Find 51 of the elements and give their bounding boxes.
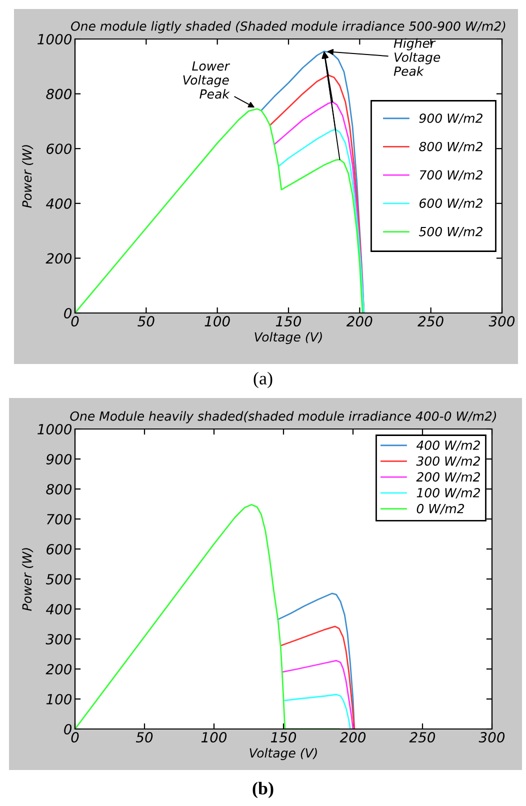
y-tick-label: 800 <box>46 88 72 100</box>
y-tick-label: 200 <box>46 253 72 264</box>
legend-label: 400 W/m2 <box>416 440 480 451</box>
y-tick-label: 0 <box>64 308 72 318</box>
x-tick-label: 150 <box>270 732 296 743</box>
y-tick-label: 200 <box>46 664 72 674</box>
legend-label: 900 W/m2 <box>419 113 482 124</box>
y-tick-label: 400 <box>46 198 72 209</box>
x-axis-title: Voltage (V) <box>250 748 317 760</box>
legend-label: 700 W/m2 <box>420 170 482 181</box>
x-tick-label: 100 <box>201 732 227 743</box>
x-axis-title: Voltage (V) <box>254 332 322 344</box>
legend-label: 100 W/m2 <box>416 488 480 498</box>
y-tick-label: 1000 <box>38 424 72 434</box>
y-tick-label: 900 <box>46 454 72 464</box>
legend-label: 800 W/m2 <box>419 142 482 152</box>
y-tick-label: 500 <box>46 574 72 584</box>
text: (b) <box>252 782 274 798</box>
x-tick-label: 50 <box>136 732 153 743</box>
chart-title: One Module heavily shaded(shaded module irradiance 400-0 W/m2) <box>70 411 496 424</box>
y-tick-label: 600 <box>46 144 72 154</box>
y-tick-label: 1000 <box>38 34 72 44</box>
x-tick-label: 50 <box>138 316 154 327</box>
x-tick-label: 150 <box>276 316 302 327</box>
y-axis-title: Power (W) <box>22 145 34 208</box>
x-tick-label: 200 <box>340 732 366 743</box>
legend-label: 500 W/m2 <box>418 226 482 238</box>
text: (a) <box>254 372 272 388</box>
legend-label: 0 W/m2 <box>416 504 464 514</box>
annotation: Higher Voltage Peak <box>394 38 440 76</box>
x-tick-label: 300 <box>478 732 505 743</box>
y-tick-label: 100 <box>46 694 72 704</box>
x-tick-label: 250 <box>409 732 436 743</box>
annotation: Lower Voltage Peak <box>183 61 230 99</box>
y-axis-title: Power (W) <box>22 548 34 611</box>
chart-title: One module ligtly shaded (Shaded module irradiance 500-900 W/m2) <box>71 21 506 34</box>
y-tick-label: 600 <box>46 544 72 554</box>
x-tick-label: 100 <box>204 316 230 327</box>
legend-label: 600 W/m2 <box>420 198 482 209</box>
y-tick-label: 800 <box>46 484 72 494</box>
x-tick-label: 250 <box>418 316 444 327</box>
y-tick-label: 400 <box>46 604 72 614</box>
legend-label: 300 W/m2 <box>416 456 480 467</box>
x-tick-label: 300 <box>488 316 515 327</box>
x-tick-label: 0 <box>71 316 79 327</box>
y-tick-label: 700 <box>47 514 72 524</box>
legend-label: 200 W/m2 <box>416 472 480 483</box>
y-tick-label: 0 <box>64 724 72 734</box>
x-tick-label: 0 <box>71 732 79 743</box>
x-tick-label: 200 <box>346 316 372 327</box>
y-tick-label: 300 <box>46 634 72 644</box>
